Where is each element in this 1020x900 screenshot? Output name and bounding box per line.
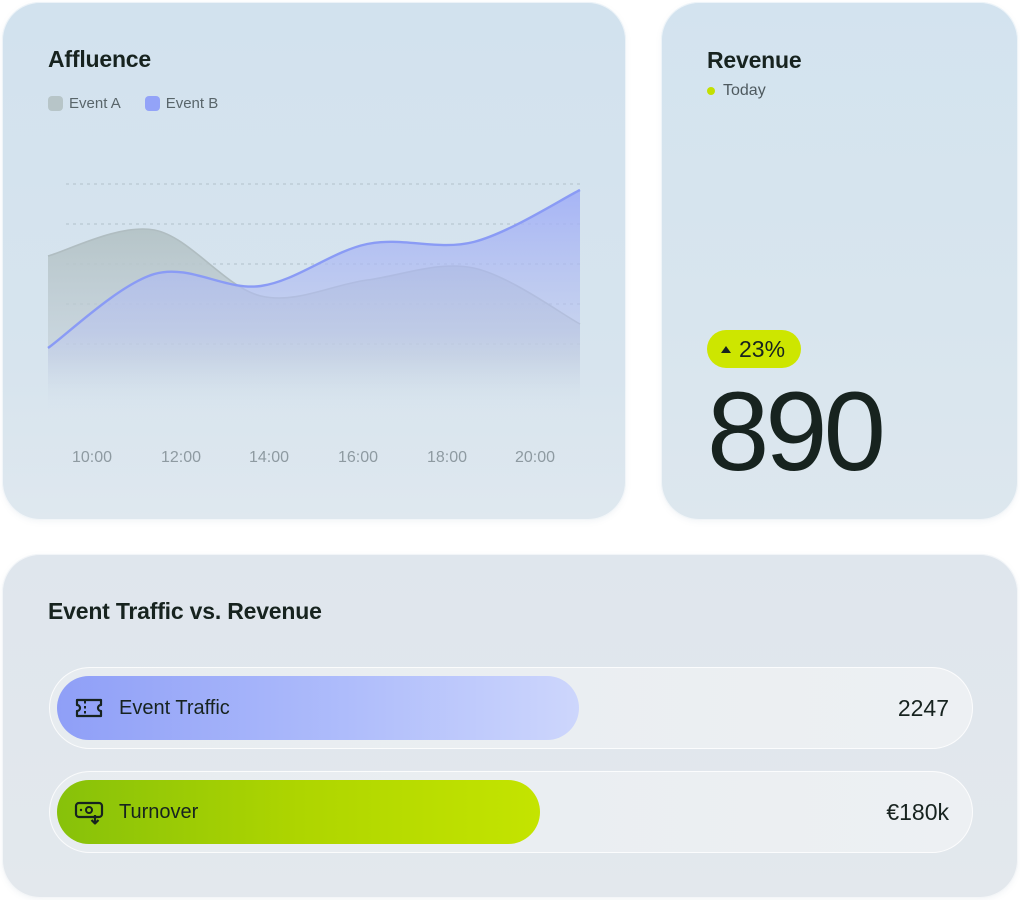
ticket-icon	[75, 698, 103, 718]
legend-swatch-event-a	[48, 96, 63, 111]
legend-swatch-event-b	[144, 96, 160, 111]
event-traffic-bar: Event Traffic	[57, 676, 579, 740]
legend-item-event-b[interactable]: Event B	[144, 95, 219, 112]
affluence-title: Affluence	[48, 46, 151, 72]
legend-label-event-b: Event B	[165, 95, 219, 112]
turnover-label: Turnover	[119, 800, 199, 823]
line-event-b	[47, 188, 581, 349]
turnover-value: €180k	[886, 798, 949, 825]
x-tick-label: 20:00	[515, 449, 555, 466]
turnover-row[interactable]: Turnover €180k	[49, 771, 973, 853]
traffic-revenue-title: Event Traffic vs. Revenue	[48, 598, 322, 624]
x-tick-label: 12:00	[161, 449, 201, 466]
affluence-chart: 10:00 12:00 14:00 16:00 18:00 20:00	[47, 183, 581, 466]
legend-item-event-a[interactable]: Event A	[48, 95, 121, 112]
change-value: 23%	[739, 335, 786, 362]
event-traffic-label: Event Traffic	[119, 696, 230, 719]
revenue-card: Revenue Today 23% 890	[661, 2, 1018, 520]
affluence-card: Affluence Event A Event B 10:00 12:00 14:	[2, 2, 626, 520]
legend-label-event-a: Event A	[69, 95, 121, 112]
event-traffic-row[interactable]: Event Traffic 2247	[49, 667, 973, 749]
cash-payment-icon	[74, 801, 104, 825]
traffic-revenue-card: Event Traffic vs. Revenue Event Traffic …	[2, 554, 1018, 898]
turnover-bar: Turnover	[57, 780, 540, 844]
x-axis-ticks: 10:00 12:00 14:00 16:00 18:00 20:00	[72, 449, 555, 466]
status-dot	[707, 87, 715, 95]
x-tick-label: 10:00	[72, 449, 112, 466]
event-traffic-value: 2247	[897, 694, 949, 721]
area-event-b	[48, 190, 580, 410]
revenue-value: 890	[707, 369, 886, 494]
revenue-title: Revenue	[707, 47, 802, 73]
arrow-up-icon	[721, 345, 731, 353]
x-tick-label: 18:00	[427, 449, 467, 466]
period-label: Today	[723, 82, 766, 99]
chart-series	[47, 188, 581, 410]
x-tick-label: 16:00	[338, 449, 378, 466]
change-badge: 23%	[707, 330, 802, 368]
x-tick-label: 14:00	[249, 449, 289, 466]
period-indicator: Today	[707, 82, 766, 100]
chart-legend: Event A Event B	[48, 95, 218, 112]
